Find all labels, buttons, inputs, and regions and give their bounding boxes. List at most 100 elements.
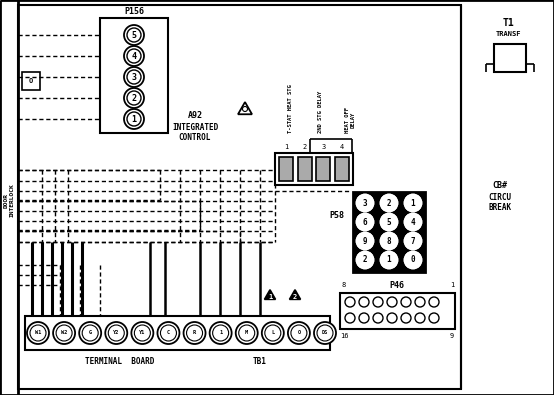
- Circle shape: [404, 233, 422, 250]
- Circle shape: [236, 322, 258, 344]
- Text: 5: 5: [131, 30, 136, 40]
- Text: 1: 1: [131, 115, 136, 124]
- Text: 1: 1: [284, 144, 289, 150]
- Bar: [340, 293, 455, 329]
- Text: W1: W1: [35, 331, 41, 335]
- Circle shape: [415, 297, 425, 307]
- Bar: [100, 18, 168, 133]
- Circle shape: [404, 214, 422, 231]
- Text: 4: 4: [131, 51, 136, 60]
- Text: M: M: [245, 331, 248, 335]
- Circle shape: [401, 313, 411, 323]
- Text: G: G: [89, 331, 92, 335]
- Text: DS: DS: [322, 331, 328, 335]
- Text: A92: A92: [187, 111, 203, 120]
- Text: 2: 2: [293, 294, 297, 300]
- Text: CONTROL: CONTROL: [179, 134, 211, 143]
- Text: T1: T1: [502, 18, 514, 28]
- Text: 8: 8: [387, 237, 391, 246]
- Circle shape: [30, 325, 46, 341]
- Circle shape: [124, 46, 144, 66]
- Bar: [335, 157, 348, 181]
- Bar: [494, 44, 526, 72]
- Circle shape: [357, 214, 373, 231]
- Circle shape: [404, 252, 422, 269]
- Text: L: L: [271, 331, 274, 335]
- Text: O: O: [29, 78, 33, 84]
- Circle shape: [82, 325, 98, 341]
- Text: P156: P156: [124, 6, 144, 15]
- Text: P58: P58: [330, 211, 345, 220]
- Circle shape: [79, 322, 101, 344]
- Circle shape: [127, 49, 141, 63]
- Circle shape: [373, 313, 383, 323]
- Circle shape: [429, 297, 439, 307]
- Text: 3: 3: [131, 73, 136, 81]
- Text: 8: 8: [342, 282, 346, 288]
- Text: 9: 9: [450, 333, 454, 339]
- Text: 3: 3: [363, 199, 367, 207]
- Text: 2ND STG DELAY: 2ND STG DELAY: [317, 91, 322, 133]
- Text: DOOR
INTERLOCK: DOOR INTERLOCK: [3, 183, 14, 217]
- Text: 1: 1: [450, 282, 454, 288]
- Circle shape: [404, 194, 422, 211]
- Text: 2: 2: [363, 256, 367, 265]
- Text: 3: 3: [321, 144, 325, 150]
- Text: 7: 7: [411, 237, 416, 246]
- Text: R: R: [193, 331, 196, 335]
- Circle shape: [183, 322, 206, 344]
- Text: 6: 6: [363, 218, 367, 226]
- Circle shape: [387, 297, 397, 307]
- Circle shape: [124, 109, 144, 129]
- Bar: [316, 157, 330, 181]
- Circle shape: [381, 194, 398, 211]
- Text: T-STAT HEAT STG: T-STAT HEAT STG: [288, 84, 293, 133]
- Circle shape: [265, 325, 281, 341]
- Text: 16: 16: [340, 333, 348, 339]
- Text: CIRCU: CIRCU: [489, 192, 511, 201]
- Text: 5: 5: [387, 218, 391, 226]
- Text: 4: 4: [411, 218, 416, 226]
- Text: Y2: Y2: [113, 331, 120, 335]
- Circle shape: [357, 233, 373, 250]
- Circle shape: [127, 112, 141, 126]
- Text: Y1: Y1: [139, 331, 146, 335]
- Bar: [298, 157, 312, 181]
- Circle shape: [127, 91, 141, 105]
- Text: 4: 4: [340, 144, 343, 150]
- Circle shape: [357, 194, 373, 211]
- Circle shape: [161, 325, 177, 341]
- Text: HEAT OFF
DELAY: HEAT OFF DELAY: [345, 107, 356, 133]
- Circle shape: [288, 322, 310, 344]
- Circle shape: [359, 313, 369, 323]
- Polygon shape: [264, 290, 275, 299]
- Circle shape: [157, 322, 179, 344]
- Text: TERMINAL  BOARD: TERMINAL BOARD: [85, 357, 155, 367]
- Text: 0: 0: [411, 256, 416, 265]
- Text: 1: 1: [219, 331, 222, 335]
- Text: 2: 2: [131, 94, 136, 102]
- Circle shape: [187, 325, 203, 341]
- Circle shape: [317, 325, 333, 341]
- Circle shape: [381, 214, 398, 231]
- Circle shape: [345, 297, 355, 307]
- Text: 1: 1: [268, 294, 272, 300]
- Bar: [353, 192, 425, 272]
- Text: INTEGRATED: INTEGRATED: [172, 122, 218, 132]
- Circle shape: [124, 88, 144, 108]
- Circle shape: [53, 322, 75, 344]
- Circle shape: [381, 233, 398, 250]
- Bar: [25, 316, 330, 350]
- Circle shape: [357, 252, 373, 269]
- Circle shape: [127, 70, 141, 84]
- Circle shape: [108, 325, 124, 341]
- Circle shape: [124, 67, 144, 87]
- Circle shape: [124, 25, 144, 45]
- Text: O: O: [297, 331, 300, 335]
- Circle shape: [401, 297, 411, 307]
- Circle shape: [381, 252, 398, 269]
- Text: CB#: CB#: [493, 181, 507, 190]
- Circle shape: [135, 325, 150, 341]
- Text: 9: 9: [363, 237, 367, 246]
- Circle shape: [415, 313, 425, 323]
